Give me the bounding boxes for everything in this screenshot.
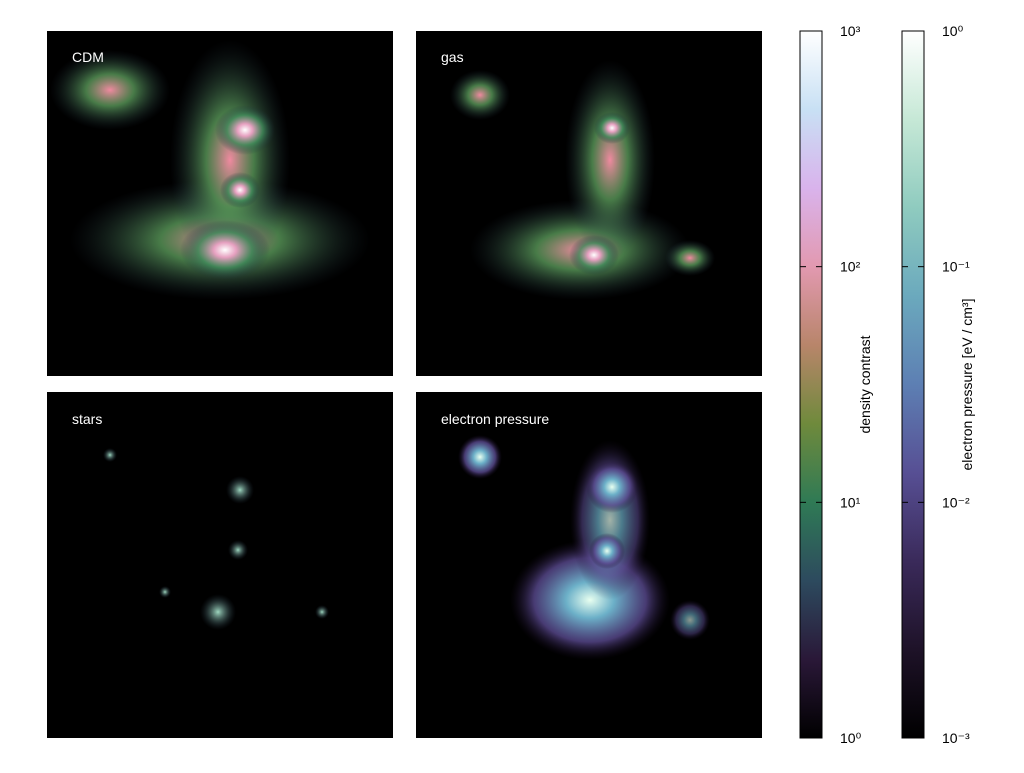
panel-label: CDM <box>72 49 104 65</box>
panel-label: gas <box>441 49 464 65</box>
halo <box>180 220 270 280</box>
filament <box>170 40 290 280</box>
colorbar-tick-label: 10³ <box>840 23 861 39</box>
colorbar-label: electron pressure [eV / cm³] <box>959 299 975 471</box>
halo <box>589 533 625 569</box>
panel-stars: stars <box>47 392 393 738</box>
colorbar-tick-label: 10⁰ <box>840 730 862 746</box>
panel-label: stars <box>72 411 102 427</box>
halo <box>450 70 510 120</box>
panel-label: electron pressure <box>441 411 549 427</box>
star-cluster <box>228 540 248 560</box>
halo <box>594 112 630 144</box>
panel-gas: gas <box>416 31 762 376</box>
star-cluster <box>226 476 254 504</box>
star-cluster <box>103 448 117 462</box>
star-cluster <box>159 586 171 598</box>
filament <box>565 60 655 260</box>
colorbar-tick-label: 10² <box>840 259 861 275</box>
halo <box>215 105 275 155</box>
colorbar <box>901 30 925 739</box>
colorbar-label: density contrast <box>857 335 873 433</box>
colorbar-tick-label: 10⁻² <box>942 494 970 510</box>
panel-electron-pressure: electron pressure <box>416 392 762 738</box>
filament <box>50 50 170 130</box>
halo <box>586 461 638 513</box>
halo <box>665 240 715 276</box>
colorbar <box>799 30 823 739</box>
panel-cdm: CDM <box>47 31 393 376</box>
panel-background <box>47 392 393 738</box>
halo <box>569 235 619 275</box>
colorbar-tick-label: 10¹ <box>840 494 861 510</box>
colorbar-tick-label: 10⁻¹ <box>942 259 970 275</box>
halo <box>458 435 502 479</box>
star-cluster <box>315 605 329 619</box>
colorbar-tick-label: 10⁻³ <box>942 730 970 746</box>
star-cluster <box>200 594 236 630</box>
halo <box>670 600 710 640</box>
colorbar-tick-label: 10⁰ <box>942 23 964 39</box>
halo <box>220 172 260 208</box>
